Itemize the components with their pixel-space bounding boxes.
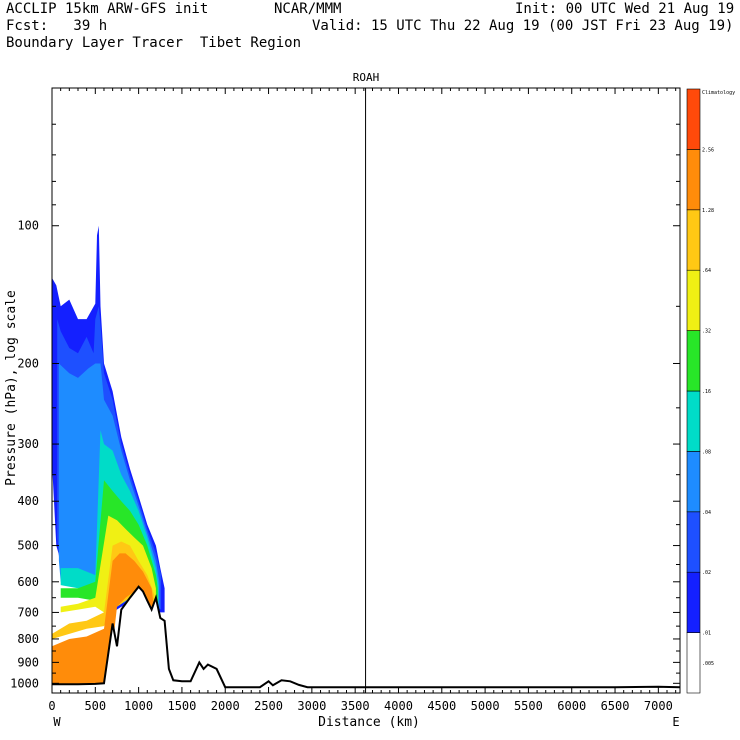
colorbar-swatch bbox=[686, 571, 701, 633]
tracer-shading-layer bbox=[52, 225, 165, 685]
terrain-mask bbox=[52, 586, 680, 693]
y-tick-label: 600 bbox=[17, 575, 39, 589]
y-tick-label: 500 bbox=[17, 539, 39, 553]
x-tick-label: 2000 bbox=[211, 699, 240, 713]
colorbar-label: 2.56 bbox=[702, 147, 714, 153]
colorbar-label: .02 bbox=[702, 570, 711, 576]
colorbar-label: Climatology bbox=[702, 90, 735, 96]
colorbar-swatch bbox=[686, 451, 701, 513]
x-tick-label: 5500 bbox=[514, 699, 543, 713]
x-axis-label: Distance (km) bbox=[318, 715, 420, 730]
colorbar: .005 .01 .02 .04 .08 .16 .32 .64 1.28 2.56 Climato… bbox=[686, 88, 735, 694]
x-tick-label: 2500 bbox=[254, 699, 283, 713]
header-line1-left: ACCLIP 15km ARW-GFS init bbox=[6, 1, 209, 17]
colorbar-swatch bbox=[686, 209, 701, 271]
header-line1-right: Init: 00 UTC Wed 21 Aug 19 bbox=[515, 1, 735, 17]
y-axis: 100 200 300 400 500 600 700 800 900 1000 bbox=[10, 123, 680, 690]
tracer-contour-1.28 bbox=[52, 553, 155, 685]
terrain-line bbox=[52, 585, 681, 689]
colorbar-label: .64 bbox=[702, 268, 711, 274]
y-tick-label: 100 bbox=[17, 219, 39, 233]
y-tick-label: 1000 bbox=[10, 676, 39, 690]
x-tick-label: 4000 bbox=[384, 699, 413, 713]
x-tick-label: 3500 bbox=[341, 699, 370, 713]
colorbar-label: .005 bbox=[702, 661, 714, 667]
y-tick-label: 300 bbox=[17, 437, 39, 451]
header-line2-right: Valid: 15 UTC Thu 22 Aug 19 (00 JST Fri … bbox=[312, 18, 734, 34]
y-tick-label: 700 bbox=[17, 605, 39, 619]
chart-title: ROAH bbox=[353, 71, 380, 84]
colorbar-swatch bbox=[686, 149, 701, 211]
x-tick-label: 0 bbox=[48, 699, 55, 713]
x-tick-label: 4500 bbox=[427, 699, 456, 713]
colorbar-swatch bbox=[686, 511, 701, 573]
header-line3-left: Boundary Layer Tracer Tibet Region bbox=[6, 35, 302, 51]
colorbar-swatch bbox=[686, 330, 701, 392]
x-tick-label: 3000 bbox=[297, 699, 326, 713]
y-tick-label: 800 bbox=[17, 632, 39, 646]
x-tick-label: 7000 bbox=[644, 699, 673, 713]
y-tick-label: 200 bbox=[17, 356, 39, 370]
x-tick-label: 6000 bbox=[557, 699, 586, 713]
header-line1-mid: NCAR/MMM bbox=[274, 1, 342, 17]
y-tick-label: 900 bbox=[17, 655, 39, 669]
y-axis-label: Pressure (hPa), log scale bbox=[4, 290, 19, 486]
x-tick-label: 5000 bbox=[471, 699, 500, 713]
y-tick-label: 400 bbox=[17, 494, 39, 508]
x-tick-label: 6500 bbox=[601, 699, 630, 713]
colorbar-swatch bbox=[686, 269, 701, 331]
colorbar-swatch bbox=[686, 390, 701, 452]
colorbar-swatch bbox=[686, 632, 701, 694]
x-tick-label: 500 bbox=[84, 699, 106, 713]
colorbar-label: .01 bbox=[702, 631, 711, 637]
header-line2-left: Fcst: 39 h bbox=[6, 18, 108, 34]
x-end-label-east: E bbox=[672, 715, 679, 729]
colorbar-swatch bbox=[686, 88, 701, 150]
plot-frame bbox=[51, 87, 681, 694]
colorbar-label: .04 bbox=[702, 510, 711, 516]
colorbar-label: .16 bbox=[702, 389, 711, 395]
colorbar-label: .08 bbox=[702, 449, 711, 455]
colorbar-label: 1.28 bbox=[702, 208, 714, 214]
x-tick-label: 1000 bbox=[124, 699, 153, 713]
x-axis: 0 500 1000 1500 2000 2500 3000 3500 4000 4500 5000… bbox=[48, 88, 677, 713]
colorbar-label: .32 bbox=[702, 329, 711, 335]
x-tick-label: 1500 bbox=[167, 699, 196, 713]
x-end-label-west: W bbox=[53, 715, 61, 729]
terrain-layer bbox=[52, 585, 681, 693]
